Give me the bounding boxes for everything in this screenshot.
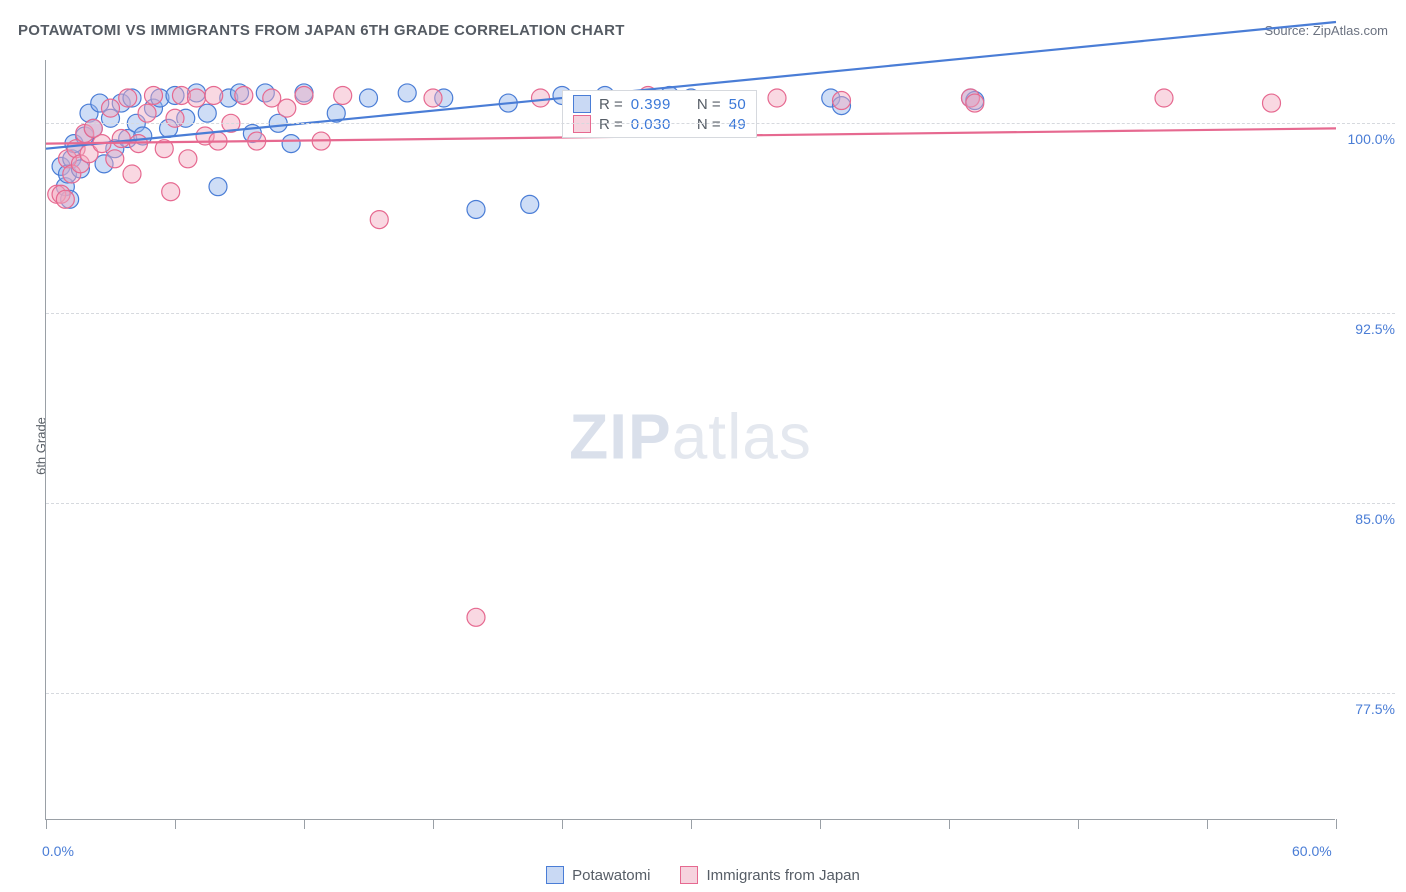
legend-r-value: 0.399	[631, 96, 671, 113]
bottom-legend-item: Immigrants from Japan	[680, 866, 859, 884]
xtick	[1336, 819, 1337, 829]
scatter-point	[370, 211, 388, 229]
scatter-point	[278, 99, 296, 117]
scatter-point	[532, 89, 550, 107]
scatter-point	[56, 190, 74, 208]
scatter-point	[360, 89, 378, 107]
gridline-h	[46, 123, 1395, 124]
gridline-h	[46, 693, 1395, 694]
xtick-label: 0.0%	[42, 843, 74, 859]
gridline-h	[46, 503, 1395, 504]
scatter-point	[166, 109, 184, 127]
legend-n-label: N =	[697, 116, 721, 133]
xtick	[562, 819, 563, 829]
legend-r-value: 0.030	[631, 116, 671, 133]
scatter-point	[145, 86, 163, 104]
scatter-point	[467, 200, 485, 218]
legend-r-label: R =	[599, 116, 623, 133]
scatter-point	[334, 86, 352, 104]
scatter-point	[521, 195, 539, 213]
scatter-point	[467, 608, 485, 626]
xtick	[46, 819, 47, 829]
scatter-point	[209, 178, 227, 196]
chart-source: Source: ZipAtlas.com	[1264, 23, 1388, 38]
scatter-point	[1263, 94, 1281, 112]
legend-row: R = 0.030 N = 49	[573, 115, 746, 133]
chart-header: POTAWATOMI VS IMMIGRANTS FROM JAPAN 6TH …	[18, 18, 1388, 42]
scatter-point	[198, 104, 216, 122]
xtick	[820, 819, 821, 829]
scatter-point	[106, 150, 124, 168]
xtick	[1078, 819, 1079, 829]
legend-r-label: R =	[599, 96, 623, 113]
scatter-point	[1155, 89, 1173, 107]
ytick-label: 85.0%	[1355, 511, 1395, 527]
scatter-point	[398, 84, 416, 102]
legend-row: R = 0.399 N = 50	[573, 95, 746, 113]
legend-swatch	[573, 115, 591, 133]
gridline-h	[46, 313, 1395, 314]
legend-swatch	[680, 866, 698, 884]
bottom-legend-label: Immigrants from Japan	[706, 867, 859, 884]
legend-in-plot: R = 0.399 N = 50 R = 0.030 N = 49	[562, 90, 757, 138]
ytick-label: 100.0%	[1348, 131, 1395, 147]
plot-area: ZIPatlas R =0.399N =50R =0.030N =49 77.5…	[45, 60, 1335, 820]
legend-n-label: N =	[697, 96, 721, 113]
ytick-label: 77.5%	[1355, 701, 1395, 717]
plot-svg	[46, 60, 1335, 819]
scatter-point	[966, 94, 984, 112]
scatter-point	[162, 183, 180, 201]
scatter-point	[112, 130, 130, 148]
scatter-point	[833, 92, 851, 110]
ytick-label: 92.5%	[1355, 321, 1395, 337]
xtick	[949, 819, 950, 829]
xtick	[1207, 819, 1208, 829]
bottom-legend: Potawatomi Immigrants from Japan	[0, 866, 1406, 884]
xtick	[691, 819, 692, 829]
scatter-point	[179, 150, 197, 168]
bottom-legend-item: Potawatomi	[546, 866, 650, 884]
xtick-label: 60.0%	[1292, 843, 1332, 859]
xtick	[433, 819, 434, 829]
scatter-point	[205, 86, 223, 104]
scatter-point	[138, 104, 156, 122]
scatter-point	[424, 89, 442, 107]
scatter-point	[102, 99, 120, 117]
scatter-point	[282, 135, 300, 153]
xtick	[304, 819, 305, 829]
xtick	[175, 819, 176, 829]
scatter-point	[295, 86, 313, 104]
legend-n-value: 49	[729, 116, 747, 133]
scatter-point	[235, 86, 253, 104]
legend-n-value: 50	[729, 96, 747, 113]
chart-title: POTAWATOMI VS IMMIGRANTS FROM JAPAN 6TH …	[18, 22, 625, 39]
scatter-point	[123, 165, 141, 183]
legend-swatch	[573, 95, 591, 113]
bottom-legend-label: Potawatomi	[572, 867, 650, 884]
scatter-point	[119, 89, 137, 107]
legend-swatch	[546, 866, 564, 884]
scatter-point	[188, 89, 206, 107]
scatter-point	[768, 89, 786, 107]
